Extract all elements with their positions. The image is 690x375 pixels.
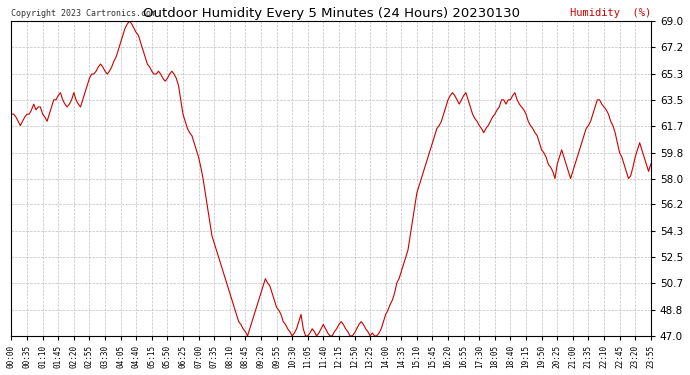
Text: Humidity  (%): Humidity (%) xyxy=(569,8,651,18)
Text: Copyright 2023 Cartronics.com: Copyright 2023 Cartronics.com xyxy=(12,9,157,18)
Title: Outdoor Humidity Every 5 Minutes (24 Hours) 20230130: Outdoor Humidity Every 5 Minutes (24 Hou… xyxy=(143,7,520,20)
